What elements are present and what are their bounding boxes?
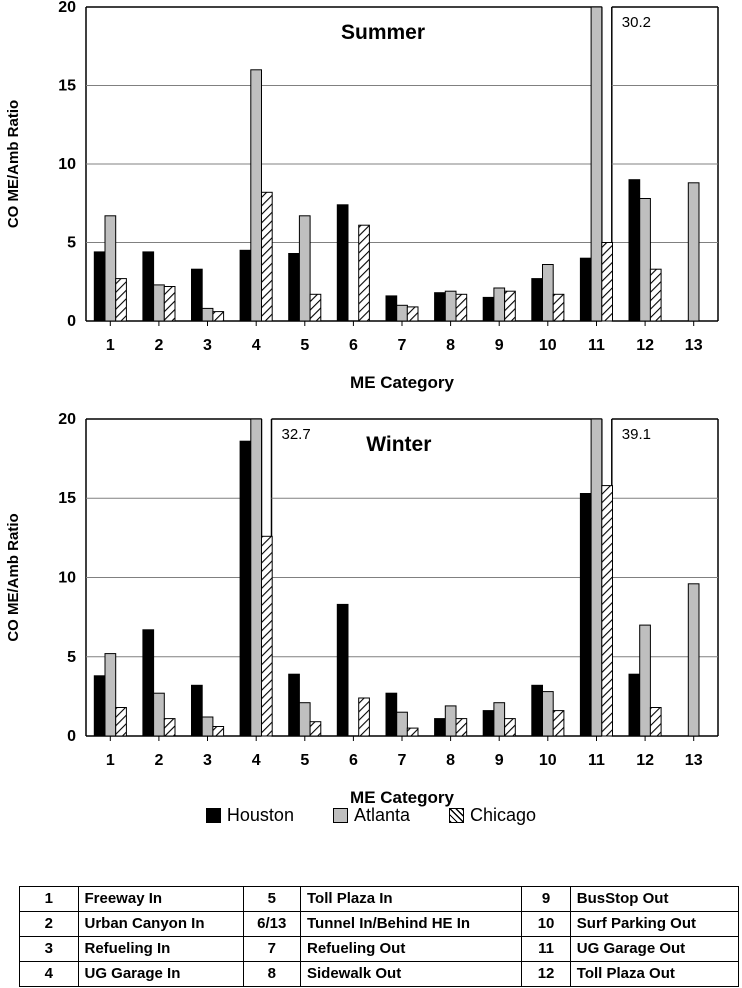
svg-text:7: 7 [398, 337, 407, 354]
svg-text:0: 0 [67, 313, 76, 330]
svg-text:4: 4 [252, 337, 261, 354]
svg-text:7: 7 [398, 752, 407, 769]
svg-text:0: 0 [67, 728, 76, 745]
svg-text:5: 5 [300, 337, 309, 354]
svg-text:6: 6 [349, 337, 358, 354]
svg-text:20: 20 [58, 411, 76, 428]
svg-text:10: 10 [58, 570, 76, 587]
svg-text:10: 10 [58, 156, 76, 173]
svg-text:CO ME/Amb Ratio: CO ME/Amb Ratio [5, 100, 22, 228]
svg-text:15: 15 [58, 78, 76, 95]
svg-text:32.7: 32.7 [282, 426, 311, 443]
svg-text:39.1: 39.1 [622, 426, 651, 443]
svg-text:13: 13 [685, 337, 703, 354]
svg-text:8: 8 [446, 752, 455, 769]
svg-text:ME Category: ME Category [350, 373, 454, 392]
svg-text:1: 1 [106, 337, 115, 354]
svg-text:5: 5 [300, 752, 309, 769]
svg-text:11: 11 [588, 337, 605, 354]
svg-text:9: 9 [495, 752, 504, 769]
svg-text:30.2: 30.2 [622, 14, 651, 31]
svg-text:15: 15 [58, 490, 76, 507]
svg-text:12: 12 [636, 337, 654, 354]
svg-text:10: 10 [539, 337, 557, 354]
svg-text:2: 2 [154, 337, 163, 354]
svg-text:8: 8 [446, 337, 455, 354]
svg-text:13: 13 [685, 752, 703, 769]
svg-text:20: 20 [58, 0, 76, 16]
svg-text:6: 6 [349, 752, 358, 769]
svg-text:CO ME/Amb Ratio: CO ME/Amb Ratio [5, 513, 22, 641]
svg-text:5: 5 [67, 235, 76, 252]
svg-text:12: 12 [636, 752, 654, 769]
svg-text:Summer: Summer [341, 21, 425, 44]
svg-text:3: 3 [203, 337, 212, 354]
svg-text:4: 4 [252, 752, 261, 769]
svg-text:2: 2 [154, 752, 163, 769]
svg-text:11: 11 [588, 752, 605, 769]
svg-text:5: 5 [67, 649, 76, 666]
svg-text:1: 1 [106, 752, 115, 769]
svg-text:9: 9 [495, 337, 504, 354]
svg-text:3: 3 [203, 752, 212, 769]
svg-text:Winter: Winter [366, 433, 431, 456]
svg-text:10: 10 [539, 752, 557, 769]
